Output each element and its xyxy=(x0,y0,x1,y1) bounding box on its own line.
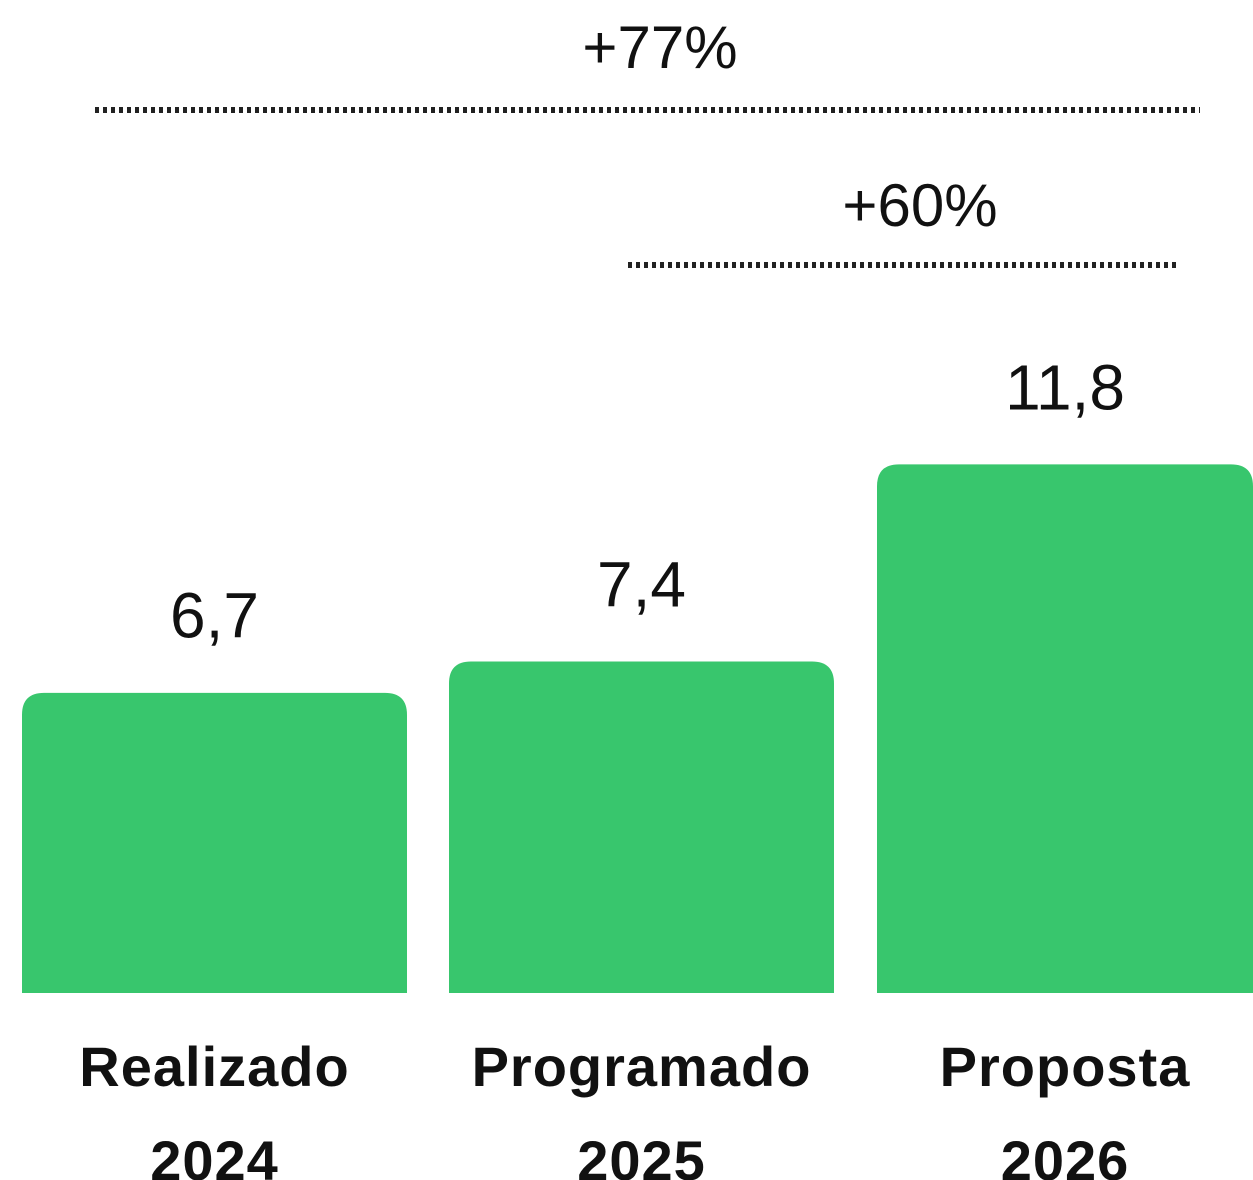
value-label: 6,7 xyxy=(170,580,259,652)
annotation: +60% xyxy=(842,172,997,239)
bar xyxy=(22,692,407,993)
annotation: +77% xyxy=(582,14,737,81)
x-tick-label: Proposta 2026 xyxy=(939,1035,1191,1180)
bar xyxy=(877,464,1253,993)
value-label: 11,8 xyxy=(1005,351,1125,423)
x-tick-label: Programado 2025 xyxy=(471,1035,812,1180)
x-tick-label: Realizado 2024 xyxy=(79,1035,350,1180)
value-label: 7,4 xyxy=(597,548,686,620)
bar xyxy=(449,661,834,993)
